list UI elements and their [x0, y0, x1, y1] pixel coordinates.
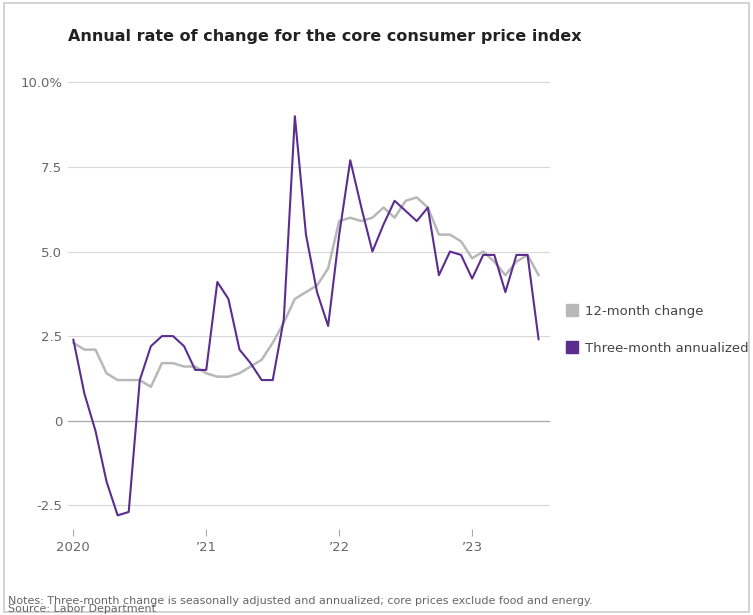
Text: Annual rate of change for the core consumer price index: Annual rate of change for the core consu… — [68, 30, 581, 44]
Text: Source: Labor Department: Source: Labor Department — [8, 605, 156, 614]
Text: Notes: Three-month change is seasonally adjusted and annualized; core prices exc: Notes: Three-month change is seasonally … — [8, 596, 592, 606]
Legend: 12-month change, Three-month annualized: 12-month change, Three-month annualized — [561, 300, 753, 360]
